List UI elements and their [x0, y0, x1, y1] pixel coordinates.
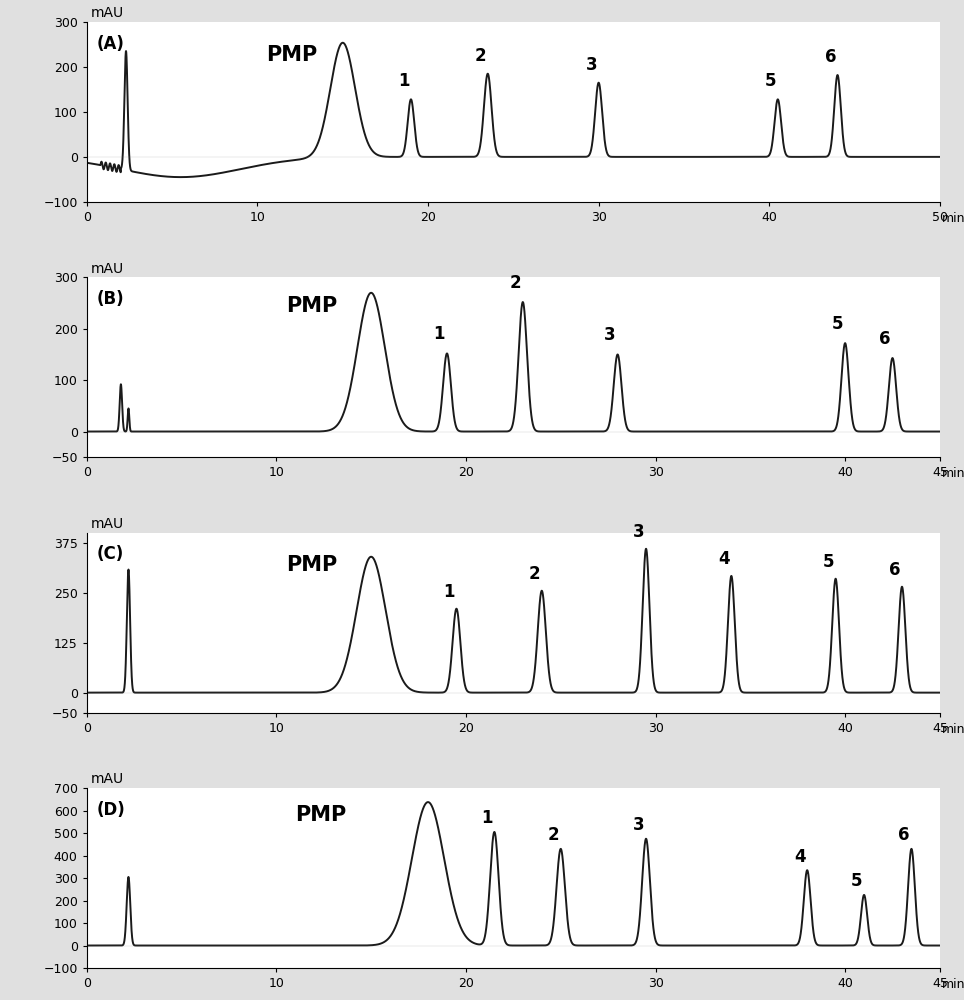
Text: 2: 2 [509, 274, 521, 292]
Text: 3: 3 [632, 523, 644, 541]
Text: 5: 5 [765, 72, 777, 90]
Text: 4: 4 [718, 550, 730, 568]
Text: 5: 5 [822, 553, 834, 571]
Text: (A): (A) [97, 35, 125, 53]
Text: min: min [942, 723, 964, 736]
Text: min: min [942, 978, 964, 991]
Text: 1: 1 [398, 72, 410, 90]
Text: 3: 3 [586, 56, 598, 74]
Text: 6: 6 [825, 48, 837, 66]
Text: PMP: PMP [286, 296, 337, 316]
Text: 1: 1 [443, 583, 455, 601]
Text: 6: 6 [879, 330, 891, 348]
Text: (B): (B) [97, 290, 124, 308]
Text: 1: 1 [481, 809, 493, 827]
Text: mAU: mAU [91, 262, 124, 276]
Text: 3: 3 [604, 326, 616, 344]
Text: PMP: PMP [286, 555, 337, 575]
Text: (C): (C) [97, 545, 124, 563]
Text: mAU: mAU [91, 517, 124, 531]
Text: 6: 6 [889, 561, 900, 579]
Text: 5: 5 [832, 315, 844, 333]
Text: 4: 4 [793, 848, 805, 866]
Text: 3: 3 [632, 816, 644, 834]
Text: mAU: mAU [91, 6, 124, 20]
Text: PMP: PMP [295, 805, 346, 825]
Text: mAU: mAU [91, 772, 124, 786]
Text: (D): (D) [97, 801, 125, 819]
Text: min: min [942, 467, 964, 480]
Text: 5: 5 [851, 872, 862, 890]
Text: 2: 2 [548, 826, 559, 844]
Text: 2: 2 [475, 47, 487, 65]
Text: 1: 1 [434, 325, 445, 343]
Text: PMP: PMP [266, 45, 317, 65]
Text: min: min [942, 212, 964, 225]
Text: 6: 6 [898, 826, 910, 844]
Text: 2: 2 [528, 565, 540, 583]
